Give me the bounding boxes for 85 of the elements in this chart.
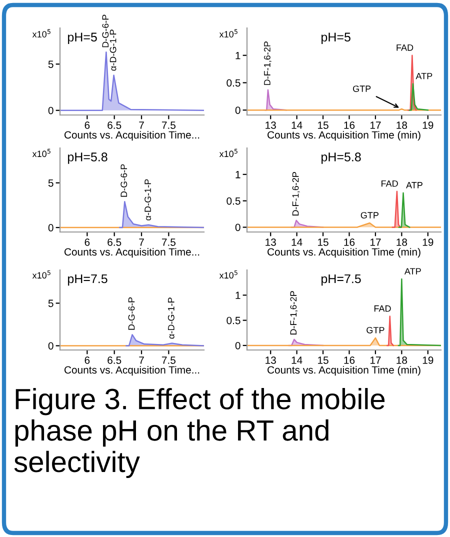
y-tick-label: 0 bbox=[48, 106, 54, 114]
x-axis-title: Counts vs. Acquisition Time (min) bbox=[268, 248, 420, 258]
x-tick-label: 16 bbox=[344, 122, 355, 129]
x-tick-label: 15 bbox=[318, 238, 328, 246]
x-tick-label: 7.5 bbox=[162, 356, 176, 364]
annotation: FAD bbox=[374, 305, 391, 312]
y-axis-title: x10$^{5}$ bbox=[32, 29, 50, 38]
annotation: D-G-6-P bbox=[102, 14, 109, 48]
annotation: D-G-6-P bbox=[120, 164, 128, 197]
y-axis-title: x10$^{5}$ bbox=[219, 148, 238, 158]
x-tick-label: 6 bbox=[84, 238, 90, 246]
y-tick-label: 5 bbox=[48, 179, 54, 187]
x-axis-title: Counts vs. Acquisition Time... bbox=[64, 130, 200, 141]
x-tick-label: 14 bbox=[292, 122, 302, 129]
y-axis-title: x10$^{5}$ bbox=[32, 148, 50, 158]
y-tick-label: 5 bbox=[48, 300, 54, 308]
y-tick-label: 1 bbox=[236, 171, 240, 178]
annotation: FAD bbox=[396, 44, 414, 51]
annotation: GTP bbox=[360, 212, 378, 218]
chart-title: pH=5 bbox=[322, 32, 350, 44]
x-tick-label: 7 bbox=[139, 238, 144, 246]
x-tick-label: 14 bbox=[292, 238, 302, 246]
y-tick-label: 0 bbox=[235, 342, 240, 350]
chart-title: pH=5 bbox=[68, 32, 97, 44]
x-tick-label: 17 bbox=[370, 356, 381, 364]
annotation: GTP bbox=[353, 86, 371, 92]
y-axis-title: x10$^{5}$ bbox=[219, 270, 238, 279]
x-axis-title: Counts vs. Acquisition Time... bbox=[64, 248, 200, 258]
chart-title: pH=5.8 bbox=[68, 152, 108, 164]
y-tick-label: 1 bbox=[236, 52, 240, 60]
annotation: GTP bbox=[366, 326, 384, 334]
chart-title: pH=7.5 bbox=[322, 274, 361, 286]
x-tick-label: 16 bbox=[344, 238, 355, 246]
y-tick-label: 0 bbox=[235, 224, 240, 232]
x-axis-title: Counts vs. Acquisition Time (min) bbox=[268, 130, 420, 141]
annotation: ATP bbox=[406, 182, 422, 188]
annotation: D-F-1,6-2P bbox=[264, 41, 272, 85]
x-tick-label: 19 bbox=[422, 122, 434, 129]
annotation: FAD bbox=[382, 180, 398, 187]
x-tick-label: 7.5 bbox=[162, 122, 176, 129]
chart-title: pH=7.5 bbox=[68, 274, 108, 286]
x-tick-label: 18 bbox=[396, 122, 408, 129]
x-tick-label: 7 bbox=[139, 122, 144, 129]
x-tick-label: 6 bbox=[84, 122, 90, 129]
x-tick-label: 6 bbox=[84, 356, 90, 364]
x-axis-title: Counts vs. Acquisition Time (min) bbox=[268, 366, 420, 376]
y-tick-label: 1 bbox=[236, 292, 240, 299]
x-axis-title: Counts vs. Acquisition Time... bbox=[64, 366, 200, 376]
caption: Figure 3. Effect of the mobile phase pH on the RT and selectivity bbox=[14, 388, 385, 478]
y-tick-label: 0 bbox=[48, 342, 54, 350]
annotation: ATP bbox=[416, 72, 432, 80]
y-tick-label: 0.5 bbox=[226, 316, 240, 324]
x-tick-label: 18 bbox=[396, 356, 408, 364]
x-tick-label: 15 bbox=[318, 122, 328, 129]
y-tick-label: 5 bbox=[48, 60, 54, 68]
y-axis-title: x10$^{5}$ bbox=[32, 270, 50, 279]
chart-title: pH=5.8 bbox=[322, 152, 361, 164]
x-tick-label: 7.5 bbox=[162, 238, 176, 246]
y-tick-label: 0.5 bbox=[226, 197, 240, 205]
x-tick-label: 6.5 bbox=[108, 238, 122, 246]
annotation: D-G-6-P bbox=[128, 297, 135, 330]
x-tick-label: 16 bbox=[344, 356, 355, 364]
annotation: α-D-G-1-P bbox=[144, 179, 151, 220]
y-tick-label: 0.5 bbox=[226, 79, 240, 87]
annotation: ATP bbox=[404, 268, 421, 274]
x-tick-label: 6.5 bbox=[108, 122, 122, 129]
x-tick-label: 6.5 bbox=[108, 356, 122, 364]
annotation: α-D-G-1-P bbox=[110, 30, 116, 71]
x-tick-label: 13 bbox=[266, 238, 276, 246]
annotation: D-F-1,6-2P bbox=[292, 172, 300, 216]
x-tick-label: 14 bbox=[292, 356, 302, 364]
annotation: α-D-G-1-P bbox=[168, 298, 174, 339]
x-tick-label: 17 bbox=[370, 122, 381, 129]
x-tick-label: 7 bbox=[139, 356, 144, 364]
x-tick-label: 19 bbox=[422, 356, 434, 364]
annotation: D-F-1,6-2P bbox=[290, 291, 298, 335]
x-tick-label: 17 bbox=[370, 238, 381, 246]
x-tick-label: 19 bbox=[422, 238, 434, 246]
x-tick-label: 13 bbox=[266, 122, 276, 129]
y-axis-title: x10$^{5}$ bbox=[219, 29, 238, 38]
x-tick-label: 18 bbox=[396, 238, 408, 246]
y-tick-label: 0 bbox=[235, 106, 240, 114]
y-tick-label: 0 bbox=[48, 224, 54, 232]
x-tick-label: 13 bbox=[266, 356, 276, 364]
x-tick-label: 15 bbox=[318, 356, 328, 364]
